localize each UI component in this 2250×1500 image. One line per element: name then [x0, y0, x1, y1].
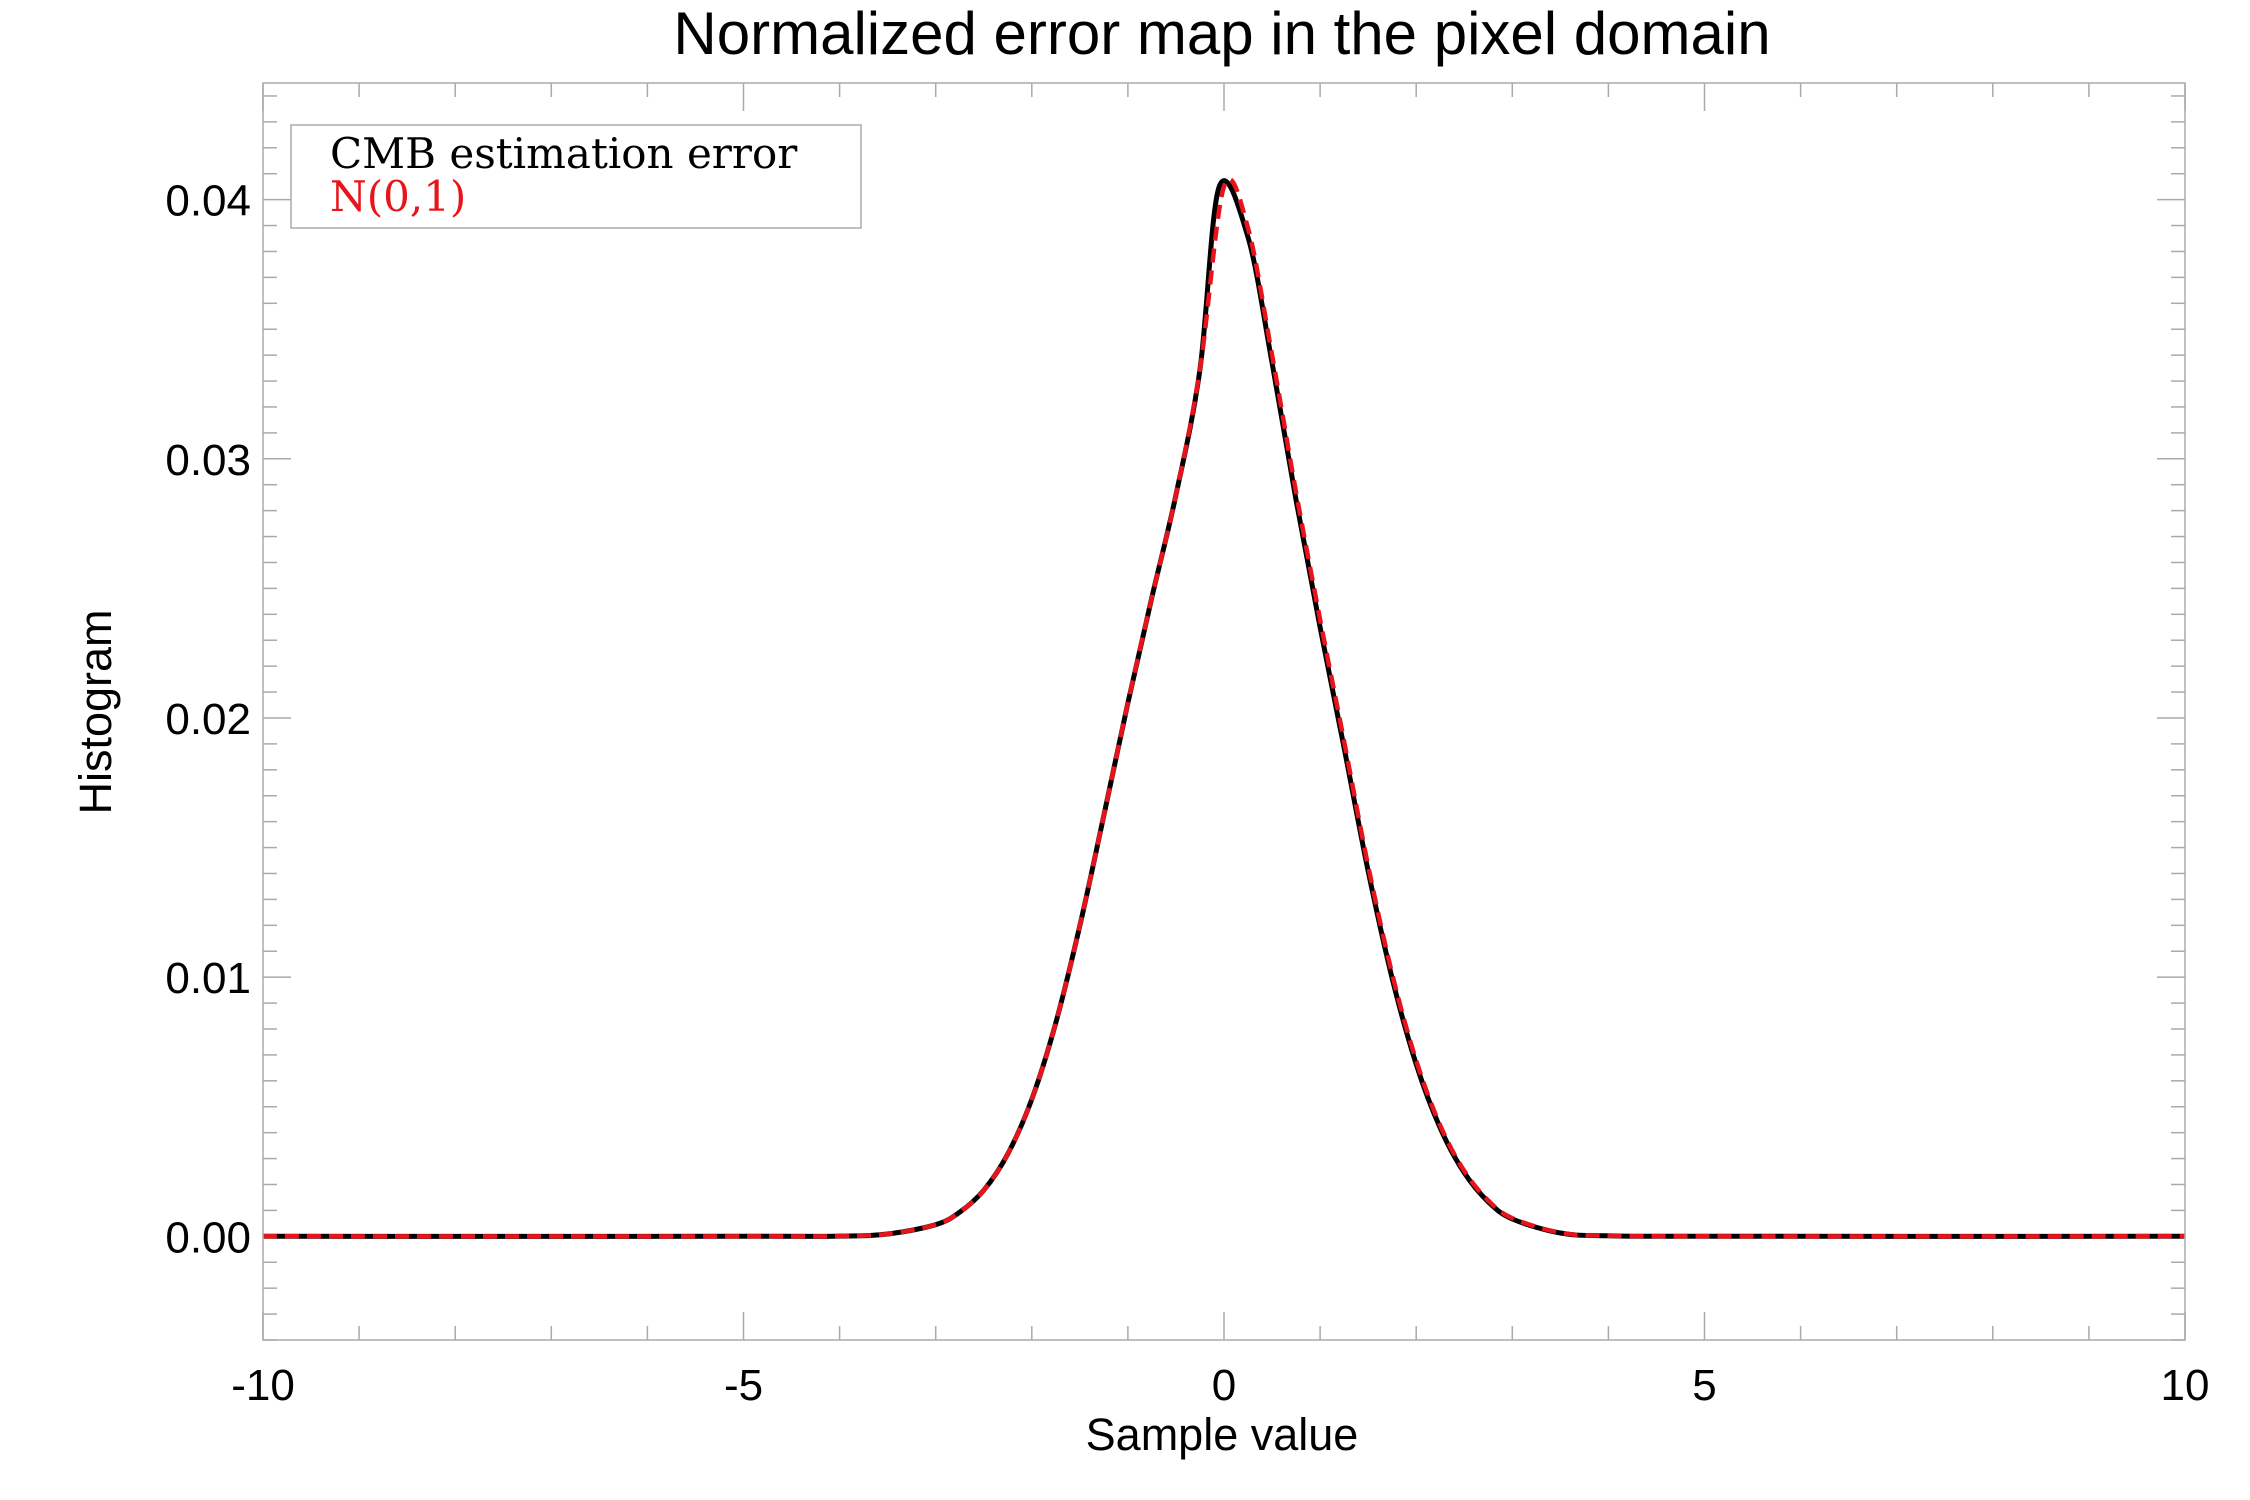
y-tick-label: 0.02: [165, 695, 251, 744]
legend-label-normal: N(0,1): [330, 172, 466, 221]
y-tick-label: 0.01: [165, 954, 251, 1003]
legend: CMB estimation error N(0,1): [290, 124, 862, 229]
chart-title: Normalized error map in the pixel domain: [673, 0, 1770, 67]
axis-ticks: [262, 83, 2186, 1341]
axis-tick-labels: -10 -5 0 5 10 0.00 0.01 0.02 0.03 0.04: [165, 177, 2209, 1410]
series-lines: [262, 177, 2186, 1239]
x-tick-label: 10: [2161, 1361, 2210, 1410]
y-tick-label: 0.00: [165, 1213, 251, 1262]
x-tick-label: 5: [1692, 1361, 1716, 1410]
x-tick-label: 0: [1212, 1361, 1236, 1410]
legend-box: [290, 124, 862, 229]
y-tick-label: 0.03: [165, 436, 251, 485]
series-line-normal: [262, 177, 2186, 1239]
plot-frame: [262, 82, 2186, 1341]
y-tick-label: 0.04: [165, 177, 251, 226]
x-axis-label: Sample value: [1086, 1409, 1359, 1460]
legend-label-cmb-estimation-error: CMB estimation error: [330, 129, 798, 178]
x-tick-label: -5: [724, 1361, 763, 1410]
x-tick-label: -10: [231, 1361, 295, 1410]
y-axis-label: Histogram: [70, 609, 121, 814]
